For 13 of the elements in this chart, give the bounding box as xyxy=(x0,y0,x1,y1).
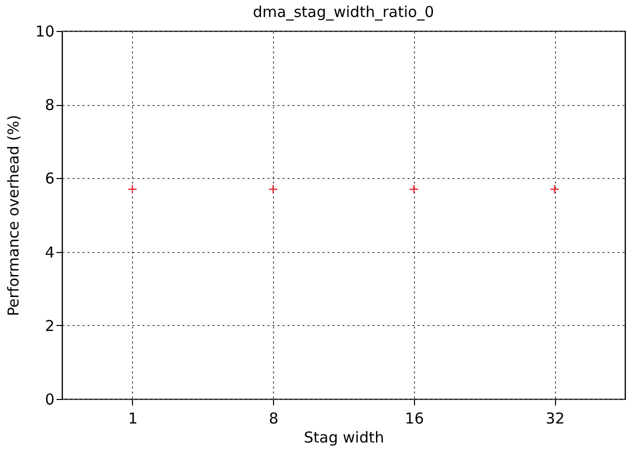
x-tick-label: 1 xyxy=(128,410,138,428)
x-tick-label: 32 xyxy=(546,410,565,428)
y-tick-label: 4 xyxy=(44,243,54,262)
x-tick-label: 16 xyxy=(404,410,424,428)
y-tick-label: 10 xyxy=(35,22,54,40)
y-tick-label: 6 xyxy=(44,170,54,188)
x-axis-title: Stag width xyxy=(304,428,384,446)
x-tick-label: 8 xyxy=(268,410,278,428)
y-axis-title: Performance overhead (%) xyxy=(4,114,22,316)
y-tick-label: 2 xyxy=(44,316,54,335)
y-tick-label: 0 xyxy=(44,390,54,408)
chart-title: dma_stag_width_ratio_0 xyxy=(252,3,434,21)
y-tick-label: 8 xyxy=(44,96,54,114)
